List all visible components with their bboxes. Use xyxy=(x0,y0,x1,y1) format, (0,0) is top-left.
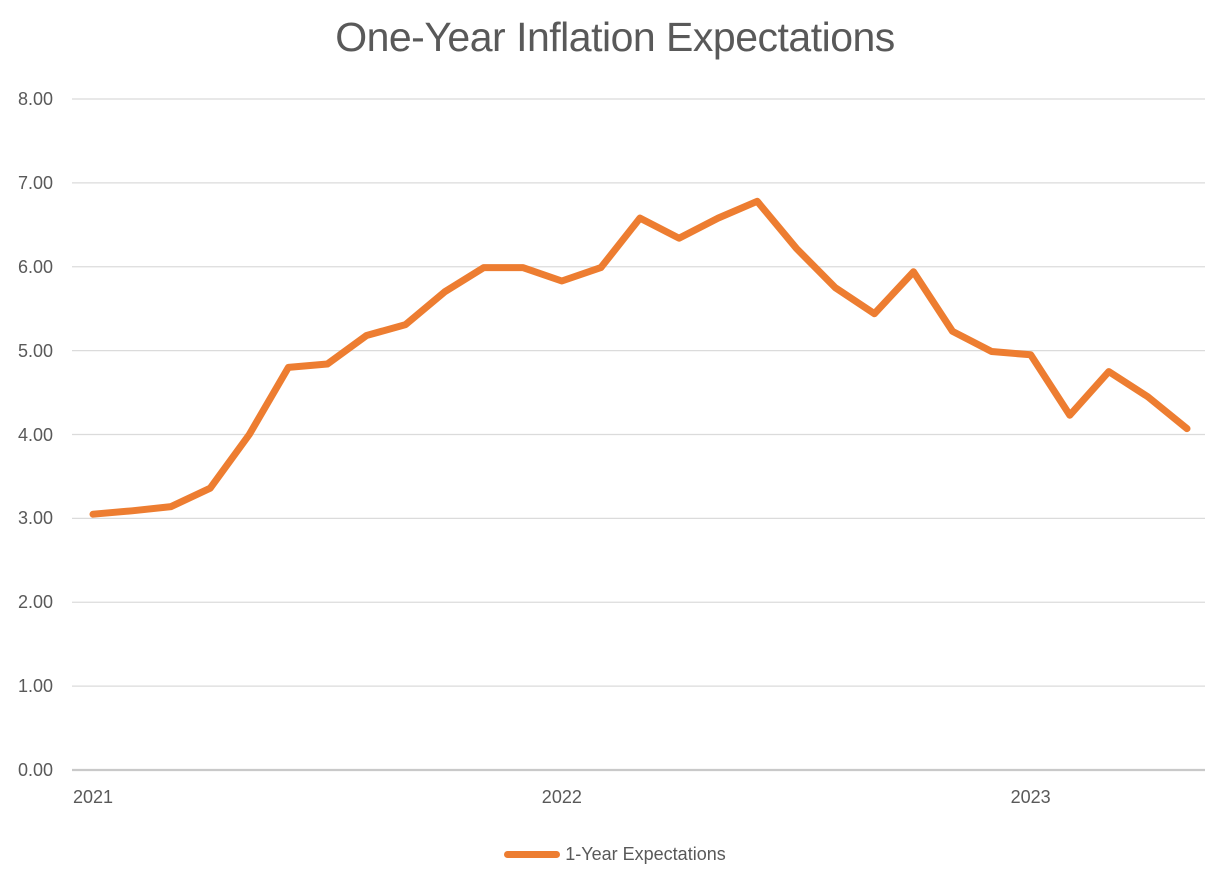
x-axis-tick-label: 2022 xyxy=(541,787,582,807)
y-axis-tick-label: 8.00 xyxy=(17,89,53,109)
y-axis-tick-label: 7.00 xyxy=(17,172,53,193)
x-axis-tick-label: 2021 xyxy=(72,787,114,807)
legend-label: 1-Year Expectations xyxy=(565,843,726,864)
chart-title: One-Year Inflation Expectations xyxy=(335,14,895,60)
legend-line-swatch xyxy=(504,850,561,858)
x-axis-tick-label: 2023 xyxy=(1010,787,1051,807)
y-axis-tick-label: 5.00 xyxy=(17,340,53,361)
y-axis-tick-label: 6.00 xyxy=(17,256,53,277)
legend: 1-Year Expectations xyxy=(0,841,1230,867)
y-axis-tick-label: 4.00 xyxy=(17,424,53,445)
y-axis-tick-label: 3.00 xyxy=(17,508,53,529)
series-line-1-year-expectations xyxy=(89,197,1191,518)
y-axis-tick-label: 1.00 xyxy=(17,676,53,697)
y-axis-tick-label: 2.00 xyxy=(17,592,53,613)
y-axis-tick-label: 0.00 xyxy=(17,760,53,780)
